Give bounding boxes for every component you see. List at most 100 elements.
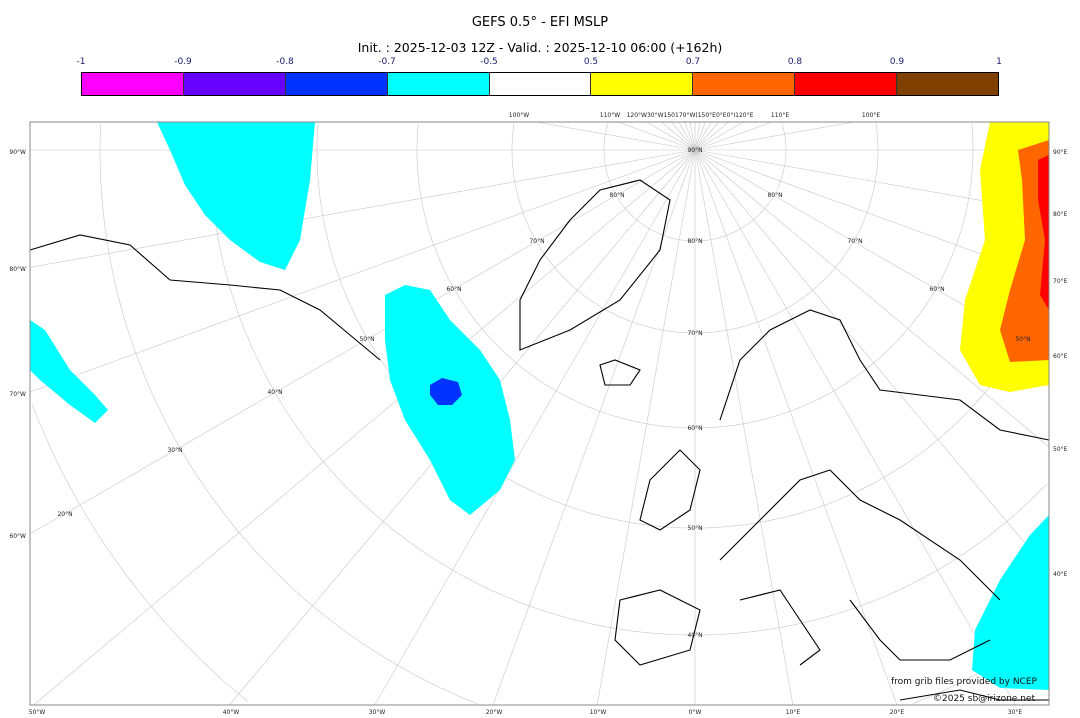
colorbar-segment — [387, 73, 490, 95]
map-label: 0°W — [689, 709, 702, 716]
map-label: 60°E — [1053, 353, 1068, 360]
colorbar-tick: -0.9 — [174, 57, 192, 67]
copyright: ©2025 sb@irizone.net — [933, 694, 1035, 704]
latitude-circle — [99, 123, 478, 704]
map-label: 50°E — [1053, 446, 1068, 453]
latitude-circle — [511, 122, 695, 334]
latitude-circle — [695, 123, 974, 429]
map-label: 40°N — [687, 632, 702, 639]
efi-areas — [30, 122, 1049, 690]
map-label: 70°E — [1053, 278, 1068, 285]
map-label: 50°N — [359, 336, 374, 343]
map-label: 40°E — [1053, 571, 1068, 578]
colorbar-segment — [897, 73, 999, 95]
meridian — [694, 121, 712, 151]
source-credit: from grib files provided by NCEP — [891, 677, 1037, 687]
colorbar — [81, 72, 999, 96]
latitude-circle — [695, 122, 879, 334]
meridian — [694, 149, 898, 706]
map-label: 30°N — [167, 447, 182, 454]
colorbar-segment — [693, 73, 796, 95]
meridian — [29, 149, 696, 393]
map-label: 90°W — [9, 149, 26, 156]
meridian — [684, 121, 696, 151]
map-label: 20°W — [486, 709, 503, 716]
meridian — [694, 149, 794, 706]
efi-area-cyan-pacific — [30, 320, 108, 423]
colorbar-tick: 0.8 — [787, 57, 803, 67]
map-label: 10°E — [786, 709, 801, 716]
map-label: 90°N — [687, 147, 702, 154]
coastlines — [29, 179, 1050, 701]
map-label: 80°N — [767, 192, 782, 199]
map-label: 110°E — [771, 112, 789, 119]
colorbar-segment — [183, 73, 286, 95]
meridian — [29, 149, 696, 268]
meridian — [678, 121, 696, 151]
map-label: 20°E — [890, 709, 905, 716]
map-label: 30°E — [1008, 709, 1023, 716]
map-label: 80°W — [9, 266, 26, 273]
map-label: 100°E — [862, 112, 880, 119]
graticule — [29, 121, 1050, 706]
meridian — [694, 121, 854, 151]
map-label: 60°N — [929, 286, 944, 293]
meridian — [694, 121, 773, 151]
map-label: 60°N — [687, 425, 702, 432]
meridian — [694, 121, 719, 151]
meridian — [694, 121, 729, 151]
map-label: 80°E — [1053, 211, 1068, 218]
meridian — [694, 121, 706, 151]
map-label: 10°W — [590, 709, 607, 716]
meridian — [596, 149, 696, 706]
efi-area-blue-atlantic — [430, 378, 462, 405]
map-label: 100°W — [509, 112, 529, 119]
latitude-circle — [416, 123, 695, 429]
colorbar-tick: 0.9 — [889, 57, 905, 67]
map-label: 40°N — [267, 389, 282, 396]
map-label: 60°W — [9, 533, 26, 540]
colorbar-tick: -0.5 — [480, 57, 498, 67]
meridian — [646, 121, 696, 151]
meridian — [689, 121, 696, 151]
efi-area-cyan-middle-east — [972, 515, 1049, 690]
map-frame — [29, 121, 1050, 706]
efi-area-cyan-canada — [157, 122, 315, 270]
meridian — [661, 121, 696, 151]
map-subtitle: Init. : 2025-12-03 12Z - Valid. : 2025-1… — [357, 40, 723, 55]
colorbar-tick: -1 — [76, 57, 86, 67]
colorbar-tick: 0.7 — [685, 57, 701, 67]
meridian — [694, 121, 744, 151]
colorbar-segment — [285, 73, 388, 95]
map-label: 70°N — [529, 238, 544, 245]
efi-area-orange-russia — [1000, 140, 1049, 362]
colorbar-segment — [82, 73, 184, 95]
colorbar-segment — [795, 73, 898, 95]
colorbar-segment — [489, 73, 592, 95]
colorbar-tick: 1 — [996, 57, 1002, 67]
colorbar-tick: -0.8 — [276, 57, 294, 67]
meridian — [694, 121, 701, 151]
map-label: 60°N — [446, 286, 461, 293]
map-label: 70°W — [9, 391, 26, 398]
map-label: 70°N — [687, 330, 702, 337]
meridian — [492, 149, 696, 706]
efi-area-red-russia — [1038, 155, 1049, 310]
meridian — [671, 121, 696, 151]
meridian — [33, 149, 696, 706]
latitude-circle — [209, 124, 695, 636]
map-label: 110°W — [600, 112, 620, 119]
map-label: 50°N — [1015, 336, 1030, 343]
meridian — [694, 149, 1050, 573]
colorbar-segment — [591, 73, 694, 95]
map-title: GEFS 0.5° - EFI MSLP — [471, 15, 609, 30]
meridian — [374, 149, 696, 706]
latitude-circle — [603, 122, 695, 242]
map-label: 80°N — [609, 192, 624, 199]
map-label: 70°N — [847, 238, 862, 245]
map-label: 50°W — [29, 709, 46, 716]
colorbar-tick: -0.7 — [378, 57, 396, 67]
map-label: 120°W30°W150170°W(150°E0°E0°I120°E — [627, 112, 754, 119]
